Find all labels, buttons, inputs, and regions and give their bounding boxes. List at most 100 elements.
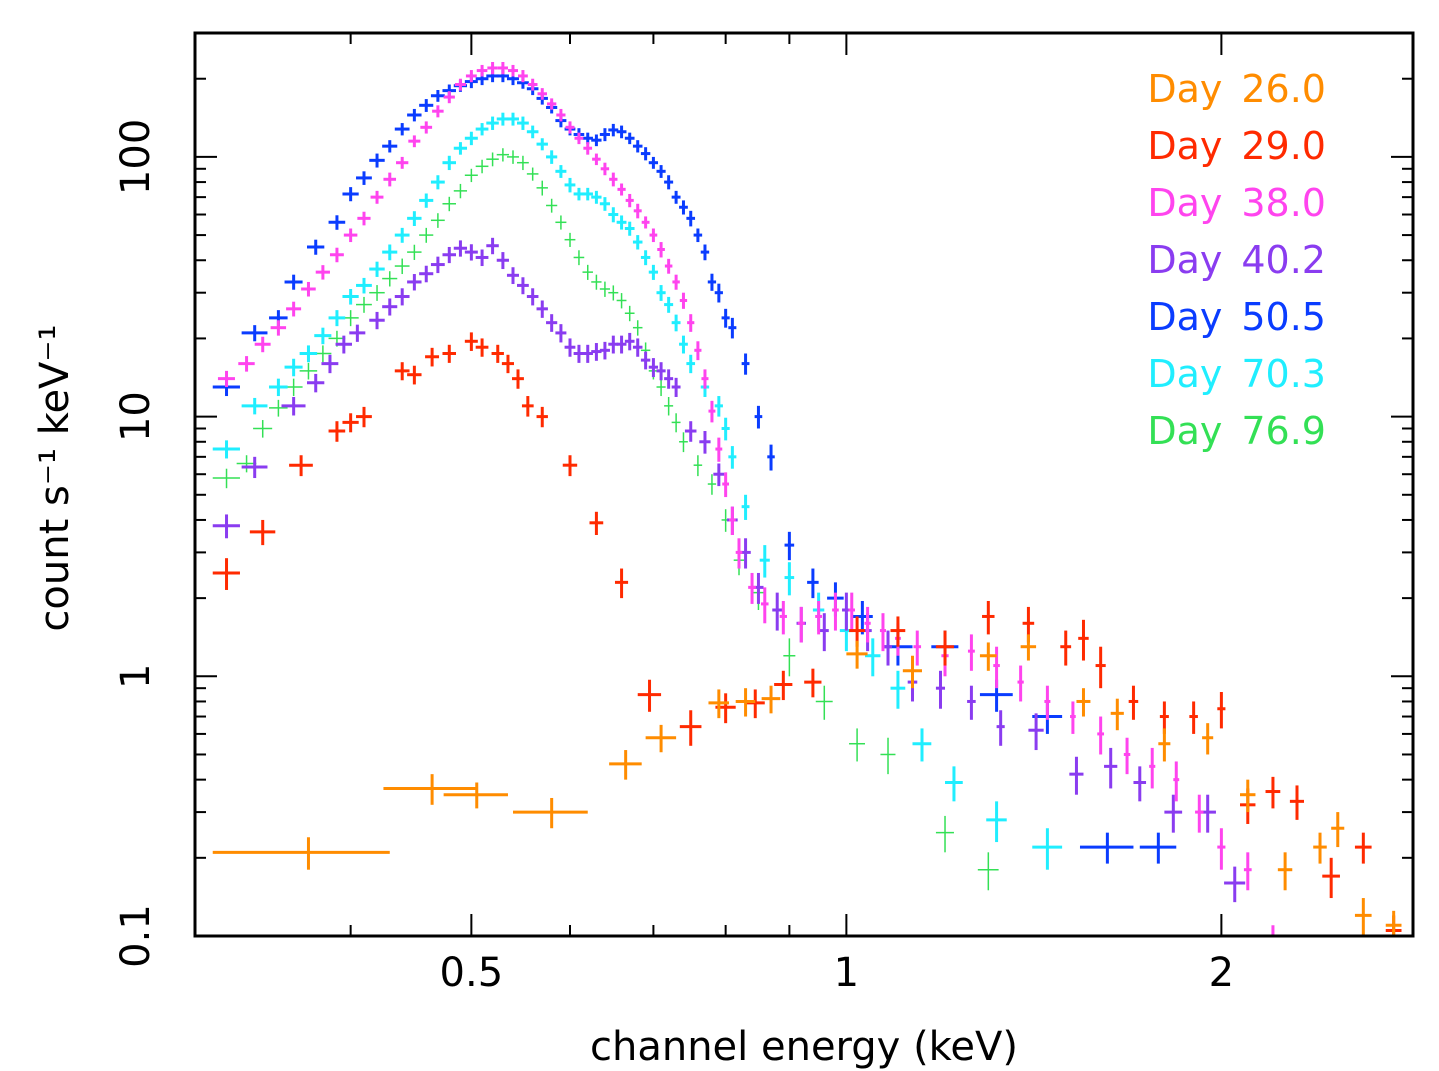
data-point [1199, 794, 1216, 833]
data-point [564, 232, 576, 247]
data-point [281, 396, 306, 416]
data-point [269, 378, 288, 397]
data-point [573, 344, 585, 363]
data-point [356, 277, 372, 294]
data-point [329, 247, 344, 263]
data-point [608, 335, 619, 354]
data-point [342, 187, 359, 202]
data-point [600, 162, 610, 176]
data-point [656, 165, 666, 178]
data-point [487, 61, 498, 75]
data-point [289, 455, 313, 477]
data-point [700, 244, 710, 261]
data-point [382, 271, 398, 287]
data-point [1128, 685, 1139, 720]
data-point [425, 347, 440, 367]
data-point [664, 369, 674, 389]
data-point [342, 413, 359, 433]
data-point [442, 155, 457, 171]
data-point [633, 203, 642, 219]
data-point [407, 365, 422, 385]
data-point [761, 685, 781, 714]
data-point [464, 332, 478, 351]
data-point [759, 545, 770, 578]
data-point [664, 258, 673, 274]
data-point [1217, 828, 1226, 870]
data-point [648, 156, 659, 169]
legend-entry: Day 70.3 [1147, 352, 1326, 396]
data-point [527, 78, 538, 91]
data-point [641, 216, 650, 229]
data-point [521, 396, 534, 417]
data-point [1028, 713, 1044, 751]
data-point [715, 437, 723, 462]
data-point [656, 362, 666, 381]
data-point [517, 70, 528, 83]
axis-ticks [194, 32, 1413, 937]
data-point [993, 646, 1000, 689]
legend-entry: Day 76.9 [1147, 409, 1326, 453]
data-point [713, 463, 725, 487]
data-point [1079, 832, 1134, 864]
data-point [349, 324, 366, 342]
data-point [430, 213, 445, 228]
data-point [701, 369, 709, 389]
data-point [608, 123, 619, 137]
data-point [632, 140, 643, 153]
data-point [945, 766, 963, 802]
data-point [832, 592, 839, 631]
data-point [699, 431, 711, 454]
data-point [890, 616, 906, 647]
data-point [1069, 756, 1084, 795]
data-point [1354, 832, 1372, 864]
data-point [686, 354, 696, 374]
data-point [212, 514, 240, 539]
data-point [546, 198, 558, 213]
data-point [513, 797, 588, 829]
data-point [1385, 910, 1402, 936]
data-point [526, 167, 539, 181]
data-point [648, 358, 659, 378]
legend-entry: Day 38.0 [1147, 181, 1326, 225]
data-point [851, 600, 873, 635]
data-point [555, 165, 567, 178]
data-point [664, 396, 674, 416]
data-point [679, 200, 688, 215]
data-point [507, 64, 518, 77]
data-point [819, 613, 829, 652]
data-point [625, 193, 634, 208]
data-point [357, 211, 371, 226]
series-day-26-0 [212, 634, 1402, 936]
data-point [616, 293, 627, 309]
data-point [728, 446, 737, 469]
data-point [486, 237, 499, 255]
data-point [1139, 832, 1177, 864]
data-point [369, 153, 385, 168]
data-point [564, 177, 576, 193]
data-point [1076, 688, 1091, 717]
data-point [536, 300, 548, 318]
data-point [369, 311, 385, 330]
data-point [640, 147, 651, 161]
data-point [714, 283, 723, 303]
data-point [236, 455, 257, 473]
data-point [591, 134, 602, 147]
legend-entry: Day 26.0 [1147, 67, 1326, 111]
data-point [315, 265, 330, 280]
data-point [592, 153, 601, 166]
data-point [464, 168, 478, 183]
data-point [582, 264, 593, 280]
data-point [684, 421, 697, 442]
data-point [241, 397, 268, 415]
data-point [382, 298, 398, 316]
data-point [238, 356, 255, 372]
data-point [241, 456, 268, 479]
data-point [526, 288, 539, 306]
data-point [679, 335, 688, 354]
data-point [1331, 812, 1345, 848]
data-point [335, 335, 352, 354]
data-point [476, 64, 488, 77]
data-point [707, 273, 717, 291]
data-point [609, 750, 642, 780]
data-point [241, 325, 268, 342]
